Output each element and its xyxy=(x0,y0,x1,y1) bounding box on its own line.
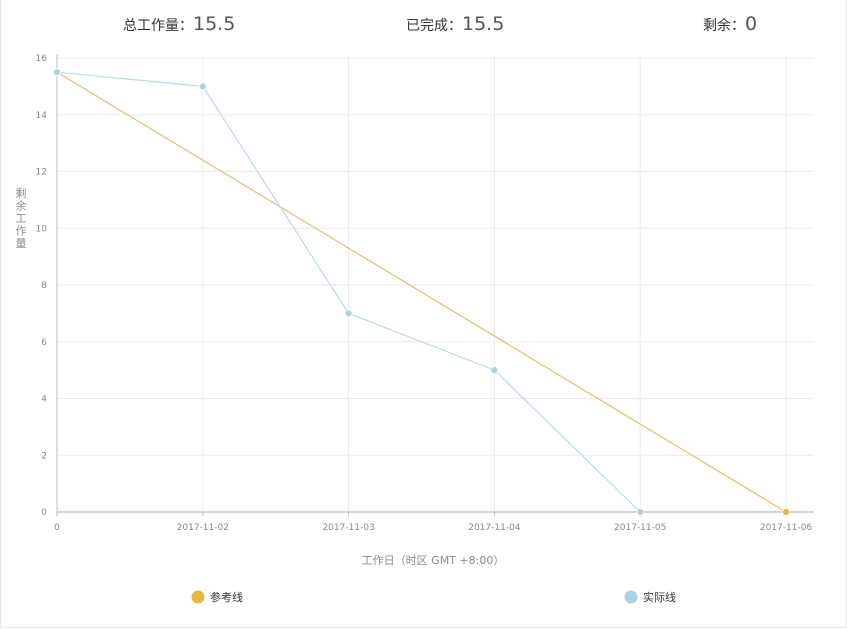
grid-lines xyxy=(57,55,814,512)
completed-value: 15.5 xyxy=(462,13,505,35)
data-point xyxy=(490,366,499,375)
total-work-summary: 总工作量：15.5 xyxy=(123,10,235,38)
x-tick-label: 2017-11-04 xyxy=(468,523,521,533)
y-tick-label: 14 xyxy=(36,111,48,121)
x-tick-label: 2017-11-05 xyxy=(614,523,666,533)
y-axis-title-char: 剩 xyxy=(16,187,27,200)
data-point xyxy=(53,68,61,77)
remaining-label: 剩余： xyxy=(703,18,745,34)
y-axis-title-char: 余 xyxy=(16,199,27,213)
total-work-value: 15.5 xyxy=(193,13,236,35)
y-axis-title-char: 作 xyxy=(16,225,27,238)
y-tick-label: 16 xyxy=(36,54,48,64)
y-tick-label: 0 xyxy=(41,508,47,518)
y-tick-label: 2 xyxy=(41,451,47,461)
legend-label: 参考线 xyxy=(210,590,243,604)
series-line xyxy=(56,71,787,513)
completed-summary: 已完成：15.5 xyxy=(406,10,504,38)
legend-marker xyxy=(624,590,638,604)
y-axis-title-char: 工 xyxy=(16,212,27,225)
y-axis-title-char: 量 xyxy=(16,237,27,250)
data-point xyxy=(782,508,790,516)
x-tick-label: 2017-11-06 xyxy=(760,523,813,533)
x-tick-label: 2017-11-02 xyxy=(177,523,229,533)
series-reference xyxy=(53,68,790,516)
y-tick-label: 4 xyxy=(41,395,47,405)
series xyxy=(53,68,790,516)
legend: 参考线 实际线 xyxy=(191,590,676,604)
remaining-summary: 剩余：0 xyxy=(703,10,757,38)
legend-label: 实际线 xyxy=(643,590,676,604)
legend-item-actual: 实际线 xyxy=(624,590,676,604)
x-tick-label: 0 xyxy=(54,523,60,533)
total-work-label: 总工作量： xyxy=(123,18,193,34)
series-actual xyxy=(53,68,645,516)
legend-marker xyxy=(191,590,205,604)
completed-label: 已完成： xyxy=(406,18,462,34)
data-point xyxy=(636,508,645,516)
data-point xyxy=(198,82,207,91)
x-axis-title: 工作日（时区 GMT +8:00） xyxy=(362,554,505,567)
y-tick-label: 8 xyxy=(41,281,47,291)
y-tick-label: 12 xyxy=(36,168,47,178)
y-tick-label: 10 xyxy=(36,224,48,234)
x-tick-label: 2017-11-03 xyxy=(322,523,374,533)
tick-labels: 0 2 4 6 8 10 12 14 16 0 2017-11-02 2017-11-03 2017-1… xyxy=(36,54,813,533)
y-tick-label: 6 xyxy=(41,338,47,348)
data-point xyxy=(344,309,353,318)
remaining-value: 0 xyxy=(745,13,758,35)
legend-item-reference: 参考线 xyxy=(191,590,243,604)
